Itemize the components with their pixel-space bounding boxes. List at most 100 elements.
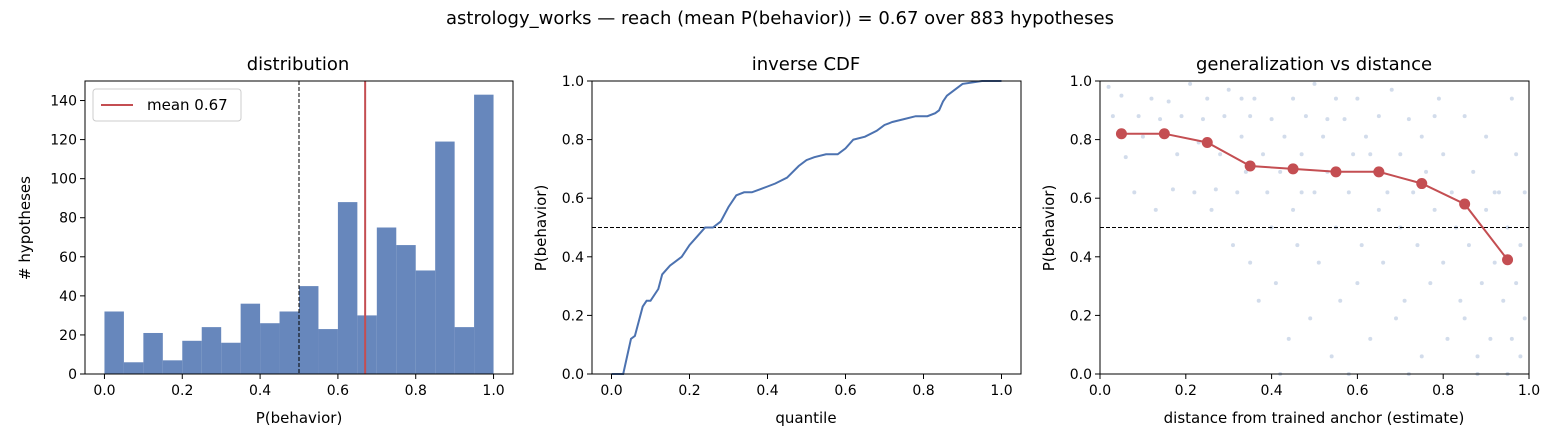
- y-tick-label: 40: [59, 289, 77, 305]
- histogram-bar: [396, 245, 416, 374]
- scatter-point: [1222, 114, 1227, 119]
- scatter-point: [1394, 316, 1399, 321]
- y-tick-label: 0.8: [1070, 133, 1092, 149]
- x-axis-label: distance from trained anchor (estimate): [1164, 409, 1465, 427]
- scatter-point: [1291, 96, 1296, 101]
- scatter-point: [1484, 134, 1489, 139]
- scatter-point: [1226, 87, 1231, 92]
- x-tick-label: 1.0: [990, 383, 1012, 399]
- scatter-point: [1282, 134, 1287, 139]
- scatter-point: [1449, 190, 1454, 195]
- y-tick-label: 0.6: [1070, 191, 1092, 207]
- scatter-point: [1398, 152, 1403, 157]
- scatter-point: [1462, 114, 1467, 119]
- scatter-point: [1273, 281, 1278, 286]
- y-tick-label: 0.4: [562, 250, 584, 266]
- binned-mean-marker: [1201, 137, 1213, 149]
- scatter-point: [1261, 152, 1266, 157]
- scatter-point: [1518, 243, 1523, 248]
- scatter-point: [1355, 96, 1360, 101]
- histogram-bar: [143, 332, 163, 374]
- histogram-bar: [337, 202, 358, 374]
- scatter-point: [1355, 281, 1360, 286]
- scatter-point: [1248, 114, 1253, 119]
- histogram-bar: [318, 329, 338, 374]
- scatter-point: [1458, 298, 1463, 303]
- y-tick-label: 1.0: [562, 74, 584, 90]
- scatter-point: [1166, 99, 1171, 104]
- scatter-point: [1363, 134, 1368, 139]
- x-tick-label: 0.6: [327, 383, 349, 399]
- scatter-point: [1415, 243, 1420, 248]
- reference-lines: [298, 81, 367, 374]
- scatter-point: [1424, 169, 1429, 174]
- histogram-bar: [376, 227, 397, 374]
- scatter-points: [1106, 81, 1527, 376]
- scatter-point: [1359, 243, 1364, 248]
- scatter-point: [1248, 260, 1253, 265]
- scatter-point: [1312, 190, 1317, 195]
- scatter-point: [1179, 114, 1184, 119]
- panel-title-generalization: generalization vs distance: [1196, 54, 1432, 75]
- scatter-point: [1119, 93, 1124, 98]
- axis-ticks: 0.0 0.2 0.4 0.6 0.8 1.0 0.0 0.2 0.4 0.6 0.8 1.0: [1070, 74, 1540, 399]
- histogram-bar: [201, 327, 222, 374]
- scatter-point: [1351, 152, 1356, 157]
- scatter-point: [1299, 190, 1304, 195]
- scatter-point: [1385, 190, 1390, 195]
- scatter-point: [1492, 260, 1497, 265]
- y-tick-label: 0.8: [562, 133, 584, 149]
- scatter-point: [1110, 114, 1115, 119]
- scatter-point: [1522, 190, 1527, 195]
- histogram-bar: [435, 141, 455, 374]
- x-tick-label: 0.0: [93, 383, 115, 399]
- scatter-point: [1132, 190, 1137, 195]
- scatter-point: [1518, 354, 1523, 359]
- scatter-point: [1308, 316, 1313, 321]
- scatter-point: [1329, 354, 1334, 359]
- binned-mean-marker: [1158, 128, 1170, 140]
- histogram-bar: [415, 270, 436, 374]
- histogram-bar: [240, 303, 261, 374]
- scatter-point: [1269, 117, 1274, 122]
- y-tick-label: 0.2: [562, 308, 584, 324]
- scatter-point: [1471, 169, 1476, 174]
- scatter-point: [1488, 336, 1493, 341]
- scatter-point: [1209, 207, 1214, 212]
- histogram-bar: [299, 286, 319, 374]
- scatter-point: [1188, 81, 1193, 86]
- panel-title-inverse-cdf: inverse CDF: [752, 54, 861, 75]
- histogram-bar: [162, 360, 183, 374]
- scatter-point: [1149, 96, 1154, 101]
- scatter-point: [1441, 260, 1446, 265]
- scatter-point: [1213, 187, 1218, 192]
- axis-ticks: 0.0 0.2 0.4 0.6 0.8 1.0 0 20 40 60 80 100 120 140: [50, 94, 504, 399]
- scatter-point: [1475, 354, 1480, 359]
- x-tick-label: 0.8: [405, 383, 427, 399]
- y-tick-label: 100: [50, 172, 77, 188]
- histogram-bar: [182, 340, 202, 374]
- scatter-point: [1432, 114, 1437, 119]
- x-tick-label: 0.2: [171, 383, 193, 399]
- scatter-point: [1514, 152, 1519, 157]
- scatter-point: [1462, 316, 1467, 321]
- scatter-point: [1303, 114, 1308, 119]
- scatter-point: [1496, 190, 1501, 195]
- scatter-point: [1192, 190, 1197, 195]
- binned-mean-marker: [1287, 163, 1299, 175]
- binned-mean-marker: [1502, 254, 1514, 266]
- x-tick-label: 1.0: [1518, 383, 1540, 399]
- scatter-point: [1501, 298, 1506, 303]
- histogram-bar: [474, 94, 494, 374]
- scatter-point: [1153, 207, 1158, 212]
- scatter-point: [1368, 336, 1373, 341]
- histogram-bars: [104, 94, 494, 374]
- legend-label-mean: mean 0.67: [147, 96, 228, 114]
- y-tick-label: 0.0: [1070, 367, 1092, 383]
- scatter-point: [1479, 281, 1484, 286]
- scatter-point: [1376, 207, 1381, 212]
- scatter-point: [1312, 81, 1317, 86]
- y-axis-label: # hypotheses: [16, 176, 34, 280]
- scatter-point: [1389, 87, 1394, 92]
- scatter-point: [1218, 152, 1223, 157]
